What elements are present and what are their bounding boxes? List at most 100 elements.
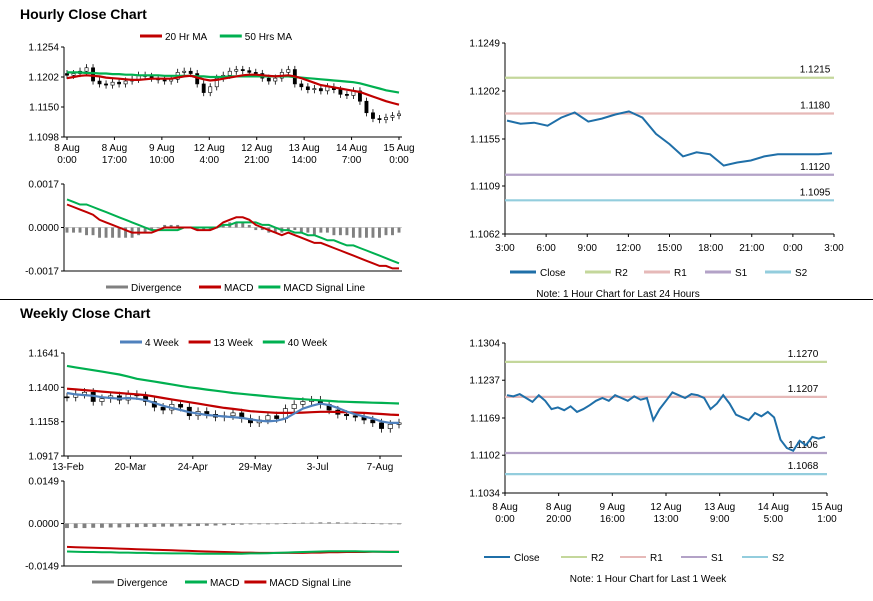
divergence-bar: [98, 227, 102, 238]
divergence-bar: [353, 522, 358, 524]
pivot-label: 1.1270: [788, 349, 819, 360]
y-tick-label: 0.0149: [28, 477, 59, 488]
y-tick-label: 1.1109: [470, 181, 500, 192]
y-tick-label: 1.1034: [469, 489, 500, 500]
y-tick-label: 1.1254: [28, 43, 59, 54]
legend-label: R2: [591, 553, 604, 564]
divergence-bar: [273, 227, 277, 233]
divergence-bar: [254, 227, 258, 231]
divergence-bar: [124, 227, 128, 238]
x-tick-label: 29-May: [239, 462, 272, 473]
x-tick-label: 0:00: [389, 155, 409, 166]
x-tick-label: 14:00: [292, 155, 317, 166]
candle-body: [265, 415, 271, 421]
divergence-bar: [137, 227, 141, 236]
divergence-bar: [143, 227, 147, 233]
divergence-bar: [178, 523, 183, 527]
x-tick-label: 14 Aug: [758, 502, 789, 513]
x-tick-label: 13 Aug: [704, 502, 735, 513]
divergence-bar: [319, 227, 323, 233]
candle-body: [390, 115, 395, 118]
legend-label: MACD Signal Line: [283, 283, 365, 294]
chart-note: Note: 1 Hour Chart for Last 1 Week: [570, 574, 728, 585]
divergence-bar: [231, 523, 235, 525]
divergence-bar: [325, 227, 329, 233]
candle-body: [162, 79, 167, 82]
divergence-bar: [239, 523, 244, 525]
divergence-bar: [99, 523, 104, 528]
pivot-label: 1.1215: [800, 65, 831, 76]
x-tick-label: 20-Mar: [115, 462, 147, 473]
candle-body: [214, 77, 219, 88]
legend-label: 20 Hr MA: [165, 32, 208, 43]
divergence-bar: [335, 522, 340, 524]
divergence-bar: [169, 224, 173, 228]
candle-body: [188, 70, 193, 74]
divergence-bar: [156, 227, 160, 229]
candle-body: [234, 69, 239, 72]
y-tick-label: 1.1102: [470, 451, 500, 462]
y-tick-label: 1.1202: [469, 87, 500, 98]
candle-body: [97, 80, 102, 85]
x-tick-label: 0:00: [783, 243, 803, 254]
pivot-label: 1.1068: [788, 461, 819, 472]
y-tick-label: -0.0149: [25, 562, 59, 573]
x-tick-label: 17:00: [102, 155, 127, 166]
candle-body: [352, 415, 358, 418]
divergence-bar: [257, 523, 262, 525]
x-tick-label: 9 Aug: [600, 502, 626, 513]
divergence-bar: [234, 222, 238, 228]
candle-body: [266, 77, 271, 82]
divergence-bar: [91, 523, 96, 528]
candle-body: [358, 90, 362, 102]
candle-body: [291, 404, 297, 409]
candle-body: [377, 118, 382, 120]
hourly-section-title: Hourly Close Chart: [20, 6, 147, 22]
candle-body: [274, 415, 280, 419]
candle-body: [312, 88, 317, 90]
x-tick-label: 12 Aug: [241, 143, 272, 154]
y-tick-label: 1.1237: [469, 376, 500, 387]
weekly-section-title: Weekly Close Chart: [20, 305, 151, 321]
x-tick-label: 3-Jul: [307, 462, 329, 473]
x-tick-label: 8 Aug: [54, 143, 80, 154]
x-tick-label: 15 Aug: [811, 502, 842, 513]
divergence-bar: [117, 227, 121, 238]
divergence-bar: [241, 222, 245, 228]
y-tick-label: -0.0017: [25, 267, 59, 278]
x-tick-label: 16:00: [600, 514, 625, 525]
macd-line: [66, 203, 399, 270]
divergence-bar: [221, 224, 225, 228]
divergence-bar: [286, 227, 290, 231]
divergence-bar: [371, 227, 375, 238]
divergence-bar: [222, 523, 227, 526]
candle-body: [247, 70, 252, 73]
candle-body: [253, 72, 258, 74]
candle-body: [117, 81, 122, 85]
divergence-bar: [176, 224, 180, 228]
x-tick-label: 5:00: [764, 514, 784, 525]
y-tick-label: 1.1249: [469, 39, 500, 50]
legend-label: R1: [650, 553, 663, 564]
y-tick-label: 1.0917: [28, 452, 59, 463]
divergence-bar: [397, 523, 401, 525]
y-tick-label: 0.0000: [28, 223, 59, 234]
macd-line: [66, 550, 399, 555]
legend-label: R1: [674, 268, 687, 279]
section-divider: [0, 299, 873, 300]
y-tick-label: 1.1098: [28, 133, 59, 144]
ma-line-ma4: [66, 391, 399, 424]
y-tick-label: 1.1155: [470, 135, 500, 146]
legend-label: Divergence: [117, 578, 168, 589]
close-line: [506, 110, 833, 167]
x-tick-label: 3:00: [495, 243, 515, 254]
divergence-bar: [358, 227, 362, 238]
pivot-label: 1.1180: [800, 100, 830, 111]
candle-body: [91, 67, 95, 82]
y-tick-label: 1.1304: [469, 339, 500, 350]
candle-body: [387, 423, 393, 429]
pivot-label: 1.1106: [788, 440, 818, 451]
divergence-bar: [274, 523, 279, 525]
